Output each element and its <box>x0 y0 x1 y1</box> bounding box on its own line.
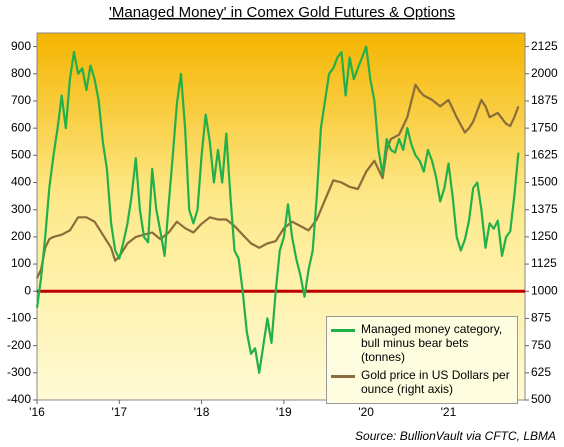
y-tick-label: 100 <box>11 256 31 270</box>
y2-tick-label: 1250 <box>531 229 558 243</box>
y-tick-label: 400 <box>11 175 31 189</box>
y2-tick-label: 1000 <box>531 283 558 297</box>
y2-tick-label: 1750 <box>531 120 558 134</box>
y-tick-label: 200 <box>11 229 31 243</box>
y-tick-label: 900 <box>11 39 31 53</box>
y2-tick-label: 625 <box>531 365 551 379</box>
y-tick-label: 700 <box>11 93 31 107</box>
legend-swatch <box>331 329 355 332</box>
y2-tick-label: 1500 <box>531 175 558 189</box>
legend-label: Managed money category, bull minus bear … <box>361 322 503 364</box>
x-tick-label: '20 <box>358 405 374 419</box>
legend-item: Managed money category, bull minus bear … <box>331 322 513 364</box>
series-line <box>36 83 520 279</box>
y-tick-label: -200 <box>7 338 31 352</box>
y2-tick-label: 1375 <box>531 202 558 216</box>
y2-tick-label: 750 <box>531 338 551 352</box>
y2-tick-label: 1875 <box>531 93 558 107</box>
x-tick-label: '19 <box>276 405 292 419</box>
legend-item: Gold price in US Dollars per ounce (righ… <box>331 368 513 396</box>
y-tick-label: -100 <box>7 311 31 325</box>
x-tick-label: '17 <box>111 405 127 419</box>
y2-tick-label: 1625 <box>531 148 558 162</box>
y2-tick-label: 2125 <box>531 39 558 53</box>
y2-tick-label: 500 <box>531 392 551 406</box>
y-tick-label: 600 <box>11 120 31 134</box>
legend-swatch <box>331 375 355 378</box>
x-tick-label: '18 <box>194 405 210 419</box>
series-line <box>35 45 520 374</box>
chart-title: 'Managed Money' in Comex Gold Futures & … <box>109 4 455 21</box>
source: Source: BullionVault via CFTC, LBMA <box>355 429 556 443</box>
x-tick-label: '16 <box>29 405 45 419</box>
y-tick-label: -300 <box>7 365 31 379</box>
y-tick-label: 300 <box>11 202 31 216</box>
legend-label: Gold price in US Dollars per ounce (righ… <box>361 368 510 396</box>
x-tick-label: '21 <box>441 405 457 419</box>
y-tick-label: 0 <box>24 283 31 297</box>
y-tick-label: -400 <box>7 392 31 406</box>
y2-tick-label: 1125 <box>531 256 557 270</box>
y-tick-label: 800 <box>11 66 31 80</box>
y-tick-label: 500 <box>11 148 31 162</box>
y2-tick-label: 875 <box>531 311 551 325</box>
legend: Managed money category, bull minus bear … <box>326 316 518 404</box>
y2-tick-label: 2000 <box>531 66 558 80</box>
